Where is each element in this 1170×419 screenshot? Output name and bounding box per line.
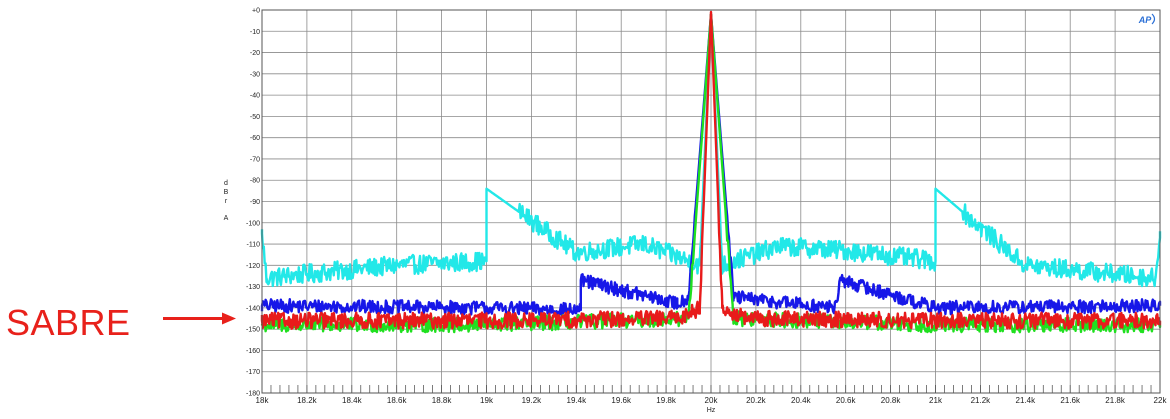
x-tick-label: 21k <box>929 396 943 405</box>
ap-logo-text: AP <box>1138 15 1152 25</box>
arrow-head-icon <box>222 312 236 325</box>
y-tick-label: -170 <box>246 369 260 376</box>
ap-logo: AP <box>1138 13 1156 25</box>
x-minor-ticks <box>261 385 1161 393</box>
y-tick-label: -20 <box>250 50 260 57</box>
y-tick-label: -60 <box>250 135 260 142</box>
x-tick-label: 21.2k <box>971 396 992 405</box>
x-tick-label: 20.2k <box>746 396 767 405</box>
y-axis-label-char: B <box>224 189 229 196</box>
y-tick-label: -110 <box>247 242 261 249</box>
y-tick-label: -90 <box>250 199 260 206</box>
x-tick-label: 19.4k <box>567 396 588 405</box>
y-tick-label: -80 <box>250 178 260 185</box>
y-tick-label: -100 <box>246 220 260 227</box>
ap-logo-wave-icon <box>1151 13 1156 25</box>
y-axis-label: dBr A <box>224 180 229 222</box>
x-tick-label: 22k <box>1154 396 1168 405</box>
x-tick-label: 20k <box>705 396 719 405</box>
x-tick-label: 20.4k <box>791 396 812 405</box>
x-tick-label: 18.4k <box>342 396 363 405</box>
x-tick-label: 19.2k <box>522 396 543 405</box>
x-tick-label: 18.6k <box>387 396 408 405</box>
y-axis-label-char: d <box>224 180 228 187</box>
x-tick-label: 21.8k <box>1105 396 1126 405</box>
y-tick-label: -30 <box>250 71 260 78</box>
y-tick-label: -120 <box>246 263 260 270</box>
y-tick-label: -130 <box>246 284 260 291</box>
x-tick-label: 21.6k <box>1060 396 1081 405</box>
x-axis-label: Hz <box>707 407 716 414</box>
x-tick-label: 19.6k <box>611 396 632 405</box>
x-tick-label: 18.8k <box>432 396 453 405</box>
annotation-arrow <box>163 312 236 325</box>
x-tick-labels: 18k 18.2k 18.4k 18.6k 18.8k 19k 19.2k 19.4k 19.6… <box>256 396 1168 405</box>
series-line-4 <box>260 10 1162 330</box>
plot-frame <box>261 9 1161 394</box>
x-tick-label: 20.6k <box>836 396 857 405</box>
x-tick-label: 18k <box>256 396 270 405</box>
y-axis-label-char: r <box>225 198 228 205</box>
y-tick-label: -140 <box>246 305 260 312</box>
y-tick-label: -40 <box>250 93 260 100</box>
x-tick-label: 19k <box>480 396 494 405</box>
x-tick-label: 21.4k <box>1016 396 1037 405</box>
y-axis-label-char: A <box>224 215 229 222</box>
y-tick-label: -150 <box>246 327 260 334</box>
x-tick-label: 19.8k <box>656 396 677 405</box>
sabre-label: SABRE <box>6 302 131 343</box>
x-tick-label: 20.8k <box>881 396 902 405</box>
y-tick-label: -160 <box>246 348 260 355</box>
x-tick-label: 18.2k <box>297 396 318 405</box>
y-tick-label: -10 <box>250 29 260 36</box>
y-tick-label: -180 <box>246 391 260 398</box>
y-tick-label: -50 <box>250 114 260 121</box>
y-tick-labels: +0 -10 -20 -30 -40 -50 -60 -70 -80 -90 -100 -110 -12… <box>246 8 260 398</box>
series-group <box>260 10 1162 334</box>
y-tick-label: -70 <box>250 156 260 163</box>
y-tick-label: +0 <box>252 8 260 15</box>
grid <box>261 9 1161 394</box>
